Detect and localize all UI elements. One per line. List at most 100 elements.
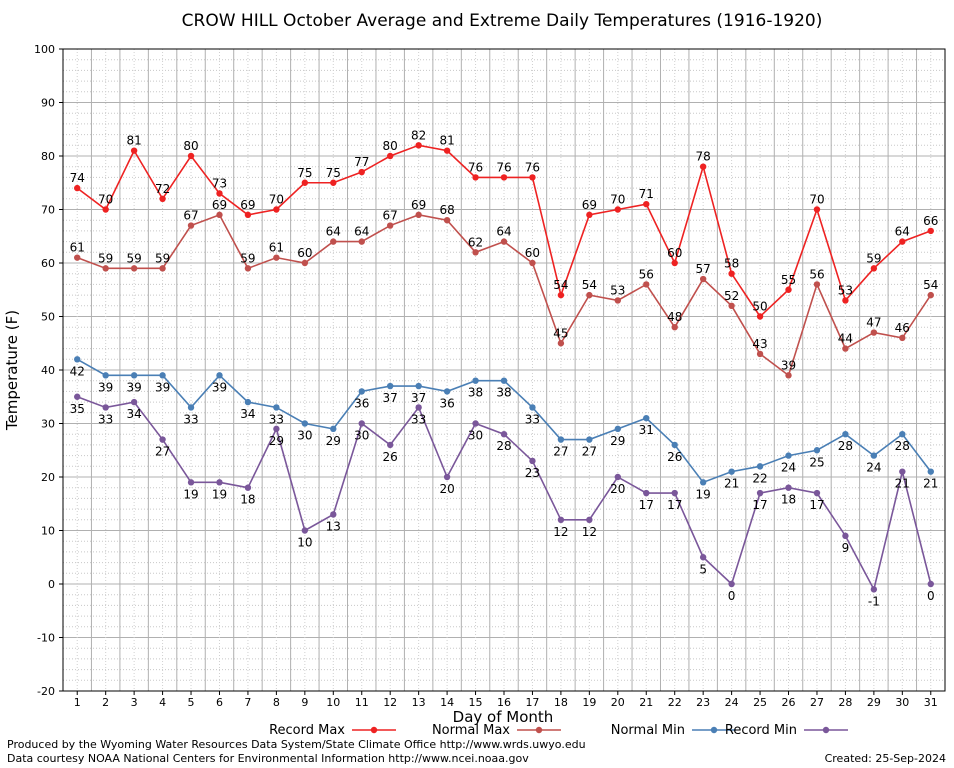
record-min-point (614, 473, 622, 481)
normal-max-data-label: 48 (667, 310, 682, 324)
normal-max-point (443, 217, 451, 224)
normal-min-data-label: 29 (326, 434, 341, 448)
normal-min-data-label: 28 (838, 439, 853, 453)
legend-label: Record Min (725, 723, 797, 738)
record-max-point (699, 163, 707, 170)
x-tick-label: 24 (725, 696, 739, 709)
normal-min-point (671, 441, 678, 449)
x-tick-label: 15 (469, 696, 483, 709)
record-min-data-label: 10 (297, 536, 312, 550)
record-min-point (358, 420, 365, 427)
record-min-data-label: 17 (667, 498, 682, 512)
record-min-point (586, 516, 593, 523)
normal-max-point (301, 259, 309, 267)
record-min-point (870, 586, 878, 593)
normal-min-point (130, 372, 138, 379)
normal-max-data-label: 44 (838, 332, 853, 346)
record-min-data-label: 33 (98, 412, 113, 426)
normal-min-point (187, 404, 195, 411)
x-tick-label: 13 (412, 696, 426, 709)
y-tick-label: 30 (41, 418, 55, 431)
normal-min-data-label: 27 (553, 445, 568, 459)
normal-max-data-label: 60 (525, 246, 540, 260)
legend-label: Normal Max (432, 723, 510, 738)
record-max-data-label: 72 (155, 182, 170, 196)
x-axis-title: Day of Month (453, 708, 554, 726)
record-min-point (472, 420, 479, 427)
record-min-point (500, 431, 508, 438)
normal-max-point (756, 350, 764, 358)
record-max-point (813, 206, 821, 213)
legend-swatch-marker (535, 726, 543, 734)
record-min-point (102, 404, 109, 411)
record-min-point (187, 479, 195, 486)
normal-min-data-label: 34 (240, 407, 255, 421)
record-min-data-label: 21 (895, 477, 910, 491)
record-min-point (643, 489, 650, 497)
record-min-point (529, 457, 536, 465)
normal-min-point (386, 382, 394, 390)
normal-min-data-label: 36 (354, 396, 369, 410)
record-min-point (557, 516, 565, 523)
record-max-data-label: 75 (297, 166, 312, 180)
x-tick-label: 16 (497, 696, 511, 709)
x-tick-label: 4 (159, 696, 166, 709)
normal-max-point (386, 222, 394, 229)
normal-max-data-label: 59 (98, 251, 113, 265)
normal-max-data-label: 68 (439, 203, 454, 217)
x-tick-label: 7 (244, 696, 251, 709)
record-max-data-label: 58 (724, 257, 739, 271)
x-tick-label: 18 (554, 696, 568, 709)
normal-min-data-label: 38 (496, 386, 511, 400)
record-min-point (756, 489, 764, 497)
normal-min-point (643, 414, 650, 422)
normal-min-data-label: 36 (439, 396, 454, 410)
record-max-data-label: 82 (411, 128, 426, 142)
x-tick-label: 23 (696, 696, 710, 709)
legend-entry-record-min: Record Min (725, 723, 848, 738)
record-min-data-label: 19 (183, 487, 198, 501)
record-min-data-label: 13 (326, 519, 341, 533)
record-min-data-label: 20 (610, 482, 625, 496)
legend: Record Max Normal Max Normal Min Record Min (269, 723, 848, 738)
normal-max-point (216, 211, 223, 219)
record-min-series: 35 33 34 27 19 19 18 29 10 13 30 26 33 20 30 28 23 12 12 20… (70, 393, 935, 608)
y-axis-ticks: -20 -10 0 10 20 30 40 50 60 70 80 90 100 (34, 43, 63, 698)
x-tick-label: 5 (188, 696, 195, 709)
normal-max-data-label: 67 (383, 209, 398, 223)
normal-max-point (842, 345, 849, 352)
record-max-point (187, 152, 195, 160)
legend-swatch-marker (710, 726, 718, 734)
record-min-data-label: 9 (842, 541, 850, 555)
footer-data-courtesy: Data courtesy NOAA National Centers for … (7, 752, 529, 765)
record-max-point (301, 179, 309, 186)
normal-max-point (927, 291, 934, 299)
y-axis-title: Temperature (F) (3, 310, 21, 431)
x-tick-label: 28 (838, 696, 852, 709)
normal-min-point (102, 372, 109, 379)
normal-min-data-label: 22 (752, 471, 767, 485)
normal-max-point (586, 291, 593, 299)
normal-max-point (415, 211, 422, 219)
record-min-data-label: 20 (439, 482, 454, 496)
record-min-data-label: 5 (699, 562, 707, 576)
record-min-point (386, 441, 394, 449)
y-tick-label: 10 (41, 525, 55, 538)
normal-min-point (358, 388, 365, 395)
normal-max-point (330, 238, 337, 245)
x-tick-label: 29 (867, 696, 881, 709)
footer-produced-by: Produced by the Wyoming Water Resources … (7, 738, 586, 751)
record-max-point (870, 265, 878, 272)
normal-min-point (74, 356, 81, 363)
record-max-data-label: 77 (354, 155, 369, 169)
x-tick-label: 2 (102, 696, 109, 709)
normal-min-point (699, 479, 707, 486)
record-max-point (529, 174, 536, 181)
record-max-data-label: 80 (383, 139, 398, 153)
record-max-point (159, 195, 166, 202)
normal-max-data-label: 57 (696, 262, 711, 276)
record-max-data-label: 70 (269, 193, 284, 207)
record-min-data-label: 12 (582, 525, 597, 539)
record-max-point (728, 270, 735, 277)
